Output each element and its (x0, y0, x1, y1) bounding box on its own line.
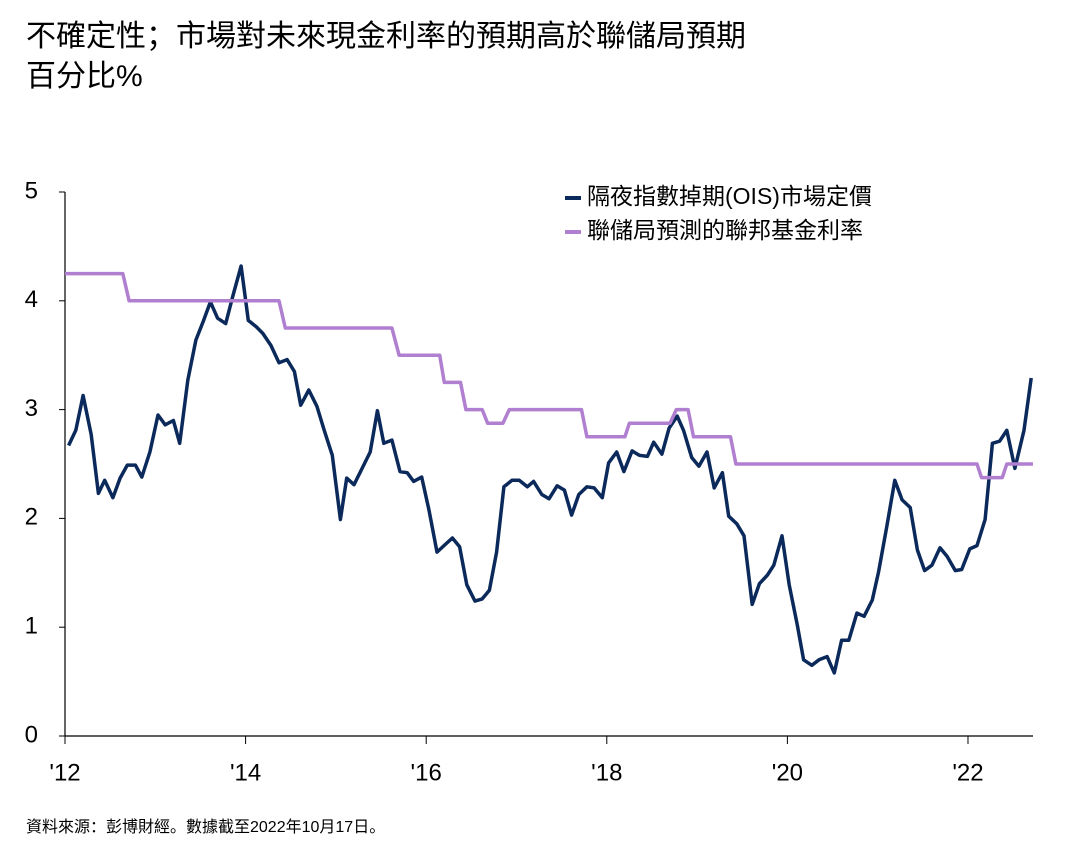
legend-label: 聯儲局預測的聯邦基金利率 (587, 217, 863, 243)
x-tick-label: '14 (230, 759, 261, 786)
x-tick-label: '22 (952, 759, 983, 786)
y-tick-label: 0 (25, 721, 38, 748)
x-tick-label: '20 (772, 759, 803, 786)
legend-label: 隔夜指數掉期(OIS)市場定價 (587, 183, 872, 209)
source-note: 資料來源：彭博財經。數據截至2022年10月17日。 (26, 818, 385, 836)
chart-title: 不確定性；市場對未來現金利率的預期高於聯儲局預期 (26, 20, 746, 53)
x-tick-label: '18 (591, 759, 622, 786)
chart-subtitle: 百分比% (26, 60, 143, 93)
y-tick-label: 1 (25, 613, 38, 640)
x-tick-label: '16 (411, 759, 442, 786)
y-tick-label: 3 (25, 395, 38, 422)
series-line (67, 264, 1033, 675)
series-line (65, 271, 1033, 480)
y-tick-label: 4 (25, 286, 38, 313)
y-tick-label: 2 (25, 504, 38, 531)
y-tick-label: 5 (25, 177, 38, 204)
x-tick-label: '12 (49, 759, 80, 786)
